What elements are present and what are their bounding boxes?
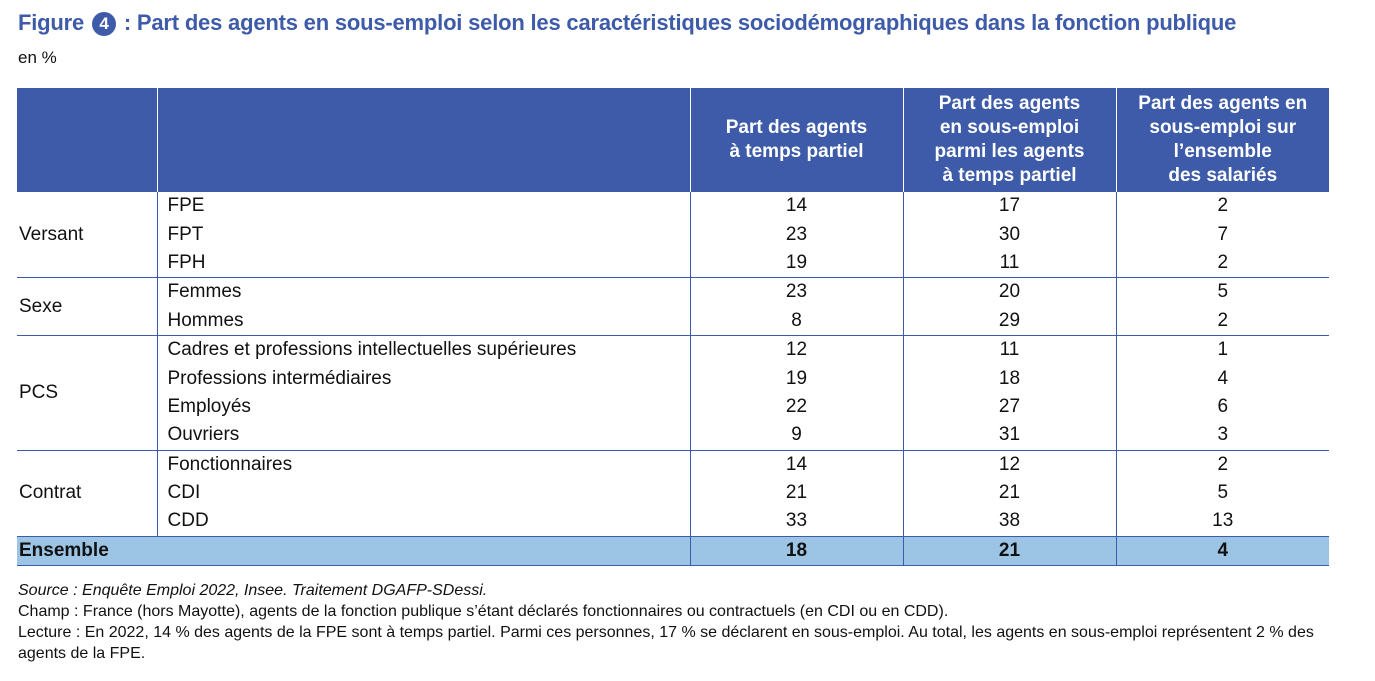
table-row: FPT 23 30 7 bbox=[17, 220, 1329, 249]
table-row: Professions intermédiaires 19 18 4 bbox=[17, 364, 1329, 393]
total-value-cell: 4 bbox=[1116, 535, 1329, 567]
table-body: Versant FPE 14 17 2 FPT 23 30 7 FPH 19 11 2 Sexe Femme… bbox=[17, 192, 1329, 567]
value-cell: 30 bbox=[903, 220, 1117, 249]
table-row: CDD 33 38 13 bbox=[17, 507, 1329, 537]
row-label: Employés bbox=[157, 392, 691, 422]
value-cell: 12 bbox=[903, 449, 1117, 479]
value-cell: 31 bbox=[903, 421, 1117, 451]
value-cell: 17 bbox=[903, 192, 1117, 221]
column-header-line: l’ensemble bbox=[1173, 141, 1272, 162]
row-label: Hommes bbox=[157, 306, 691, 336]
group-label: Sexe bbox=[17, 277, 158, 336]
column-header: Part des agents en sous-emploi parmi les a… bbox=[903, 88, 1117, 192]
column-header-line: des salariés bbox=[1168, 165, 1278, 186]
figure-title-text: : Part des agents en sous-emploi selon l… bbox=[123, 10, 1237, 35]
value-cell: 12 bbox=[690, 334, 904, 365]
value-cell: 6 bbox=[1217, 395, 1229, 417]
column-header-line: Part des agents bbox=[725, 117, 868, 138]
lecture-note: Lecture : En 2022, 14 % des agents de la… bbox=[18, 624, 1314, 662]
table-row: Versant FPE 14 17 2 bbox=[17, 192, 1329, 278]
table-row: PCS Cadres et professions intellectuelles… bbox=[17, 334, 1329, 451]
data-table: Part des agents à temps partiel Part des … bbox=[17, 88, 1329, 567]
value-cell: 14 bbox=[690, 449, 904, 479]
table-row: FPH 19 11 2 bbox=[17, 248, 1329, 278]
value-cell: 19 bbox=[690, 364, 904, 393]
table-row: Employés 22 27 6 bbox=[17, 392, 1329, 422]
value-cell: 5 bbox=[1217, 482, 1229, 504]
value-cell: 3 bbox=[1217, 424, 1229, 446]
value-cell: 5 bbox=[1116, 277, 1329, 307]
value-cell: 2 bbox=[1217, 195, 1229, 217]
row-label: FPE bbox=[157, 192, 691, 221]
value-cell: 19 bbox=[690, 248, 904, 278]
value-cell: 7 bbox=[1217, 223, 1229, 245]
value-cell: 29 bbox=[903, 306, 1117, 336]
row-label: FPH bbox=[157, 248, 691, 278]
total-label: Ensemble bbox=[17, 535, 691, 567]
value-cell: 11 bbox=[903, 334, 1117, 365]
value-cell: 27 bbox=[903, 392, 1117, 422]
value-cell: 38 bbox=[903, 507, 1117, 537]
row-label: Ouvriers bbox=[157, 421, 691, 451]
table-row: Contrat Fonctionnaires 14 12 2 bbox=[17, 449, 1329, 537]
row-label: Femmes bbox=[157, 277, 691, 307]
group-label: Versant bbox=[17, 192, 158, 278]
figure-number-badge: 4 bbox=[91, 12, 116, 36]
row-label: CDD bbox=[157, 507, 691, 537]
row-label: Cadres et professions intellectuelles su… bbox=[157, 334, 691, 365]
value-cell: 18 bbox=[903, 364, 1117, 393]
value-cell: 21 bbox=[690, 478, 904, 508]
value-cell: 23 bbox=[690, 220, 904, 249]
table-row: CDI 21 21 5 bbox=[17, 478, 1329, 508]
value-cell: 4 bbox=[1217, 367, 1229, 389]
column-header-line: à temps partiel bbox=[729, 141, 864, 162]
value-cell: 21 bbox=[903, 478, 1117, 508]
value-cell: 1 bbox=[1116, 334, 1329, 365]
row-label: FPT bbox=[157, 220, 691, 249]
value-cell: 13 bbox=[1212, 510, 1234, 532]
column-header: Part des agents à temps partiel bbox=[690, 88, 904, 192]
value-cell: 14 bbox=[690, 192, 904, 221]
group-label: PCS bbox=[17, 334, 158, 451]
value-cell: 23 bbox=[690, 277, 904, 307]
value-cell: 22 bbox=[690, 392, 904, 422]
total-value-cell: 18 bbox=[690, 535, 904, 567]
value-cell: 2 bbox=[1217, 251, 1229, 273]
table-header-row: Part des agents à temps partiel Part des … bbox=[17, 88, 1329, 192]
value-cell: 9 bbox=[690, 421, 904, 451]
column-header-line: Part des agents en bbox=[1138, 93, 1308, 114]
unit-label: en % bbox=[18, 48, 57, 67]
figure-title: Figure 4 : Part des agents en sous-emplo… bbox=[18, 10, 1236, 36]
column-header-line: à temps partiel bbox=[942, 165, 1077, 186]
row-label: CDI bbox=[157, 478, 691, 508]
figure-prefix: Figure bbox=[18, 10, 85, 35]
row-label: Professions intermédiaires bbox=[157, 364, 691, 393]
total-row: Ensemble 18 21 4 bbox=[17, 535, 1329, 567]
value-cell: 2 bbox=[1116, 449, 1329, 479]
header-empty-cell bbox=[157, 88, 691, 192]
champ-note: Champ : France (hors Mayotte), agents de… bbox=[18, 603, 949, 620]
table-row: Sexe Femmes 23 20 5 bbox=[17, 277, 1329, 336]
value-cell: 8 bbox=[690, 306, 904, 336]
header-empty-cell bbox=[17, 88, 158, 192]
source-note: Source : Enquête Emploi 2022, Insee. Tra… bbox=[18, 582, 488, 599]
group-label: Contrat bbox=[17, 449, 158, 537]
column-header-line: en sous-emploi bbox=[939, 117, 1080, 138]
column-header-line: sous-emploi sur bbox=[1149, 117, 1297, 138]
column-header-line: parmi les agents bbox=[934, 141, 1085, 162]
row-label: Fonctionnaires bbox=[157, 449, 691, 479]
column-header-line: Part des agents bbox=[938, 93, 1081, 114]
notes: Source : Enquête Emploi 2022, Insee. Tra… bbox=[18, 580, 1338, 664]
table-row: Hommes 8 29 2 bbox=[17, 306, 1329, 336]
value-cell: 2 bbox=[1217, 309, 1229, 331]
column-header: Part des agents en sous-emploi sur l’ensem… bbox=[1116, 88, 1329, 192]
value-cell: 11 bbox=[903, 248, 1117, 278]
table-row: Ouvriers 9 31 3 bbox=[17, 421, 1329, 451]
value-cell: 33 bbox=[690, 507, 904, 537]
value-cell: 20 bbox=[903, 277, 1117, 307]
total-value-cell: 21 bbox=[903, 535, 1117, 567]
